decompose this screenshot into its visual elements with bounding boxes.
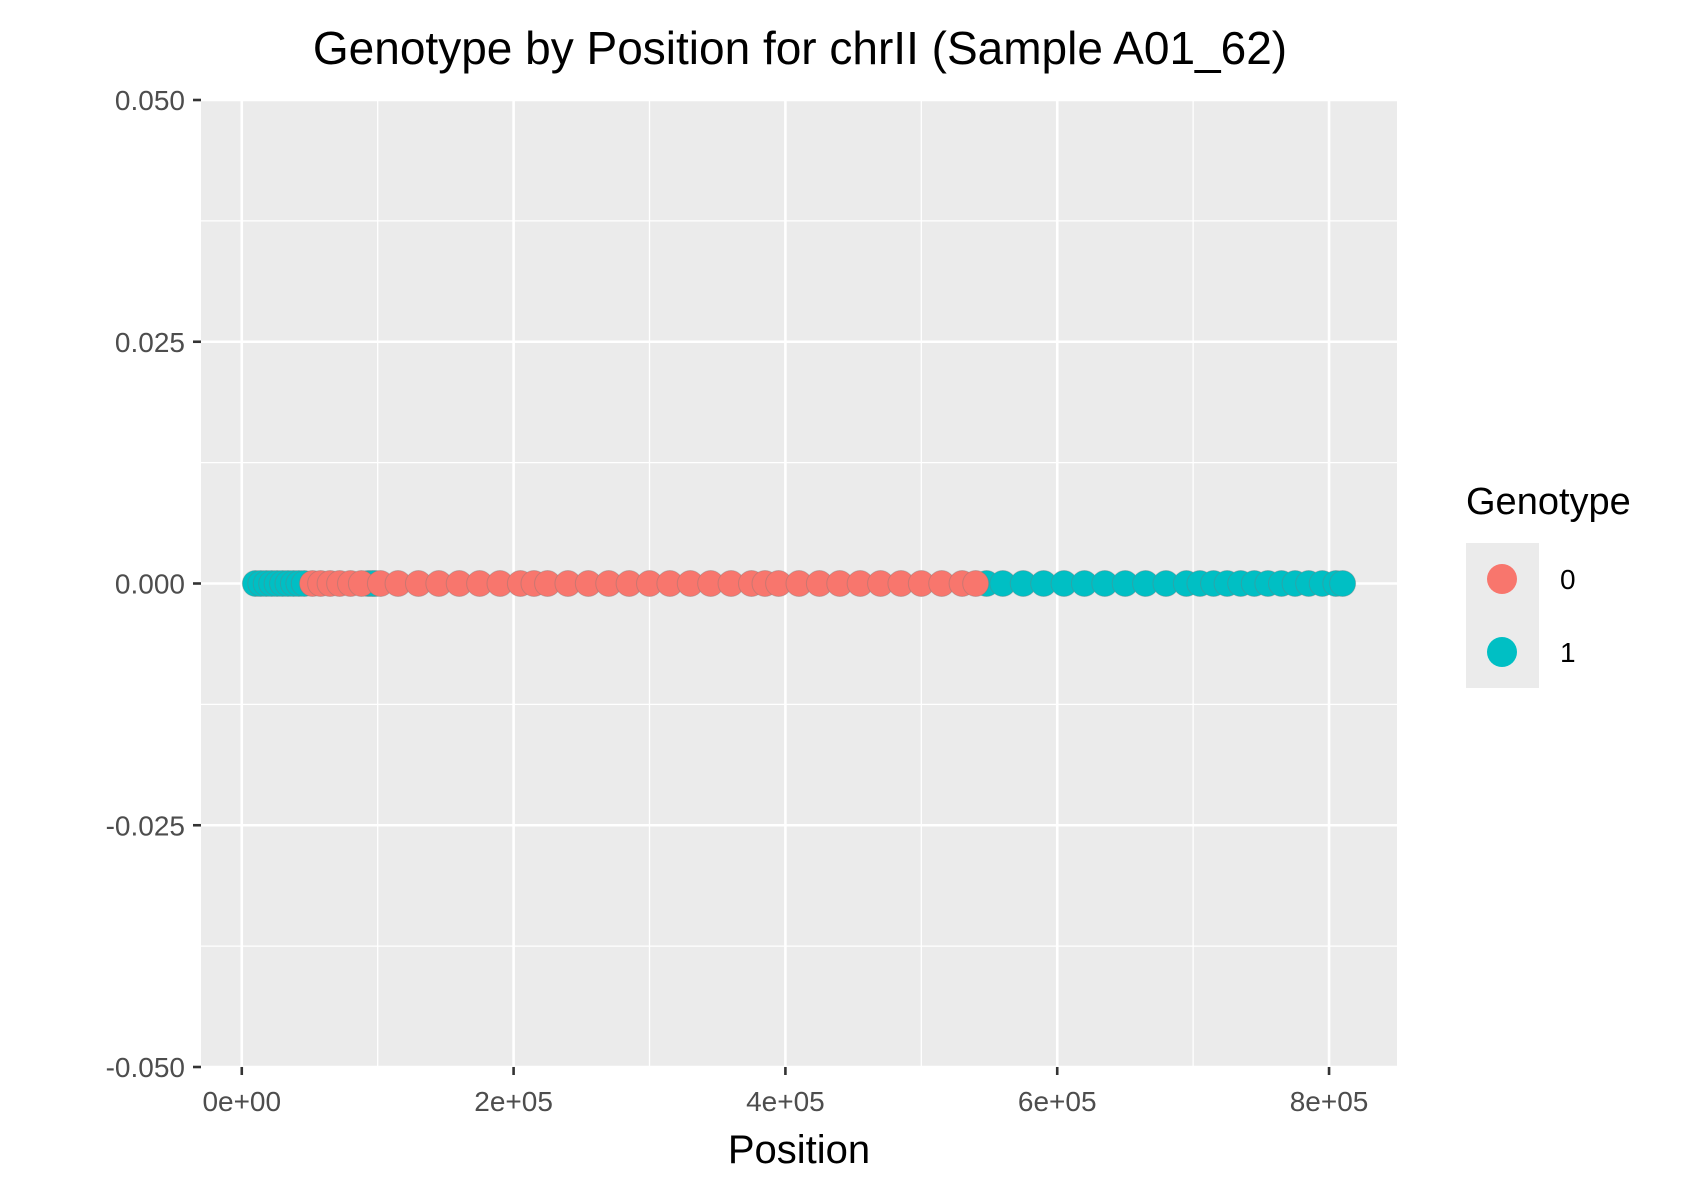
x-tick-label: 0e+00 [202, 1086, 281, 1117]
x-tick-label: 6e+05 [1018, 1086, 1097, 1117]
legend-title: Genotype [1466, 481, 1631, 523]
y-tick-label: -0.025 [106, 810, 185, 841]
chart-title: Genotype by Position for chrII (Sample A… [313, 22, 1287, 74]
x-tick-label: 8e+05 [1290, 1086, 1369, 1117]
legend-key-0 [1487, 564, 1517, 594]
legend-label-0: 0 [1560, 564, 1576, 595]
legend-key-1 [1487, 637, 1517, 667]
data-points [241, 570, 1357, 597]
legend-label-1: 1 [1560, 637, 1576, 668]
x-tick-label: 2e+05 [474, 1086, 553, 1117]
y-tick-label: 0.025 [115, 327, 185, 358]
data-point-genotype-0 [962, 570, 990, 597]
data-point-genotype-1 [1329, 570, 1357, 597]
x-axis-title: Position [728, 1128, 870, 1172]
axes: 0e+00 2e+05 4e+05 6e+05 8e+05 0.050 0.025 0.000… [106, 85, 1369, 1117]
legend: Genotype 0 1 [1466, 481, 1631, 688]
y-tick-label: -0.050 [106, 1052, 185, 1083]
y-tick-label: 0.050 [115, 85, 185, 116]
x-tick-label: 4e+05 [746, 1086, 825, 1117]
y-tick-label: 0.000 [115, 569, 185, 600]
